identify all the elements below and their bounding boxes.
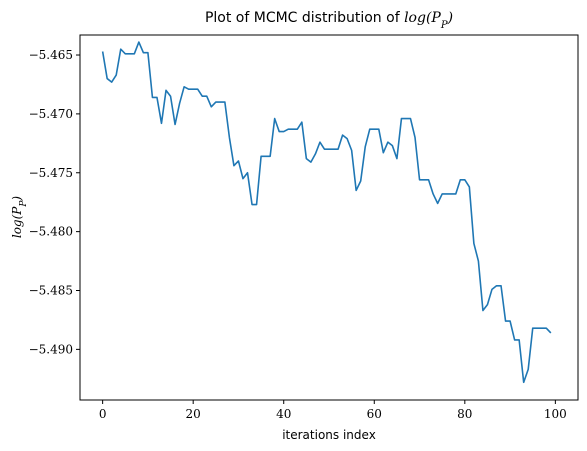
y-tick-label: −5.470 [29,107,73,121]
x-tick-label: 20 [186,407,201,421]
chart-title-prefix: Plot of MCMC distribution of [205,10,404,26]
x-tick-label: 40 [276,407,291,421]
chart-title: Plot of MCMC distribution of log(PP) [205,10,453,31]
x-tick-label: 60 [367,407,382,421]
series-line-0 [101,41,552,384]
y-tick-label: −5.475 [29,166,73,180]
x-tick-label: 80 [457,407,472,421]
chart-title-math: log(P [404,10,441,26]
plot-frame [79,34,579,401]
y-axis: −5.465 −5.470 −5.475 −5.480 −5.485 −5.490 [29,48,80,356]
chart-title-math-close: ) [447,10,453,26]
x-axis-label: iterations index [282,428,376,442]
plot-layer [101,41,552,384]
y-tick-label: −5.480 [29,225,73,239]
y-tick-label: −5.485 [29,284,73,298]
y-tick-label: −5.465 [29,48,73,62]
y-axis-label: log(PP) [10,196,29,239]
y-axis-label-math-close: ) [10,196,24,202]
chart-title-math-sub: P [440,20,448,31]
x-axis: 0 20 40 60 80 100 [99,400,567,421]
y-tick-label: −5.490 [29,342,73,356]
x-tick-label: 0 [99,407,107,421]
y-axis-label-math: log(P [10,206,24,238]
x-tick-label: 100 [544,407,567,421]
y-axis-label-math-sub: P [19,200,29,208]
